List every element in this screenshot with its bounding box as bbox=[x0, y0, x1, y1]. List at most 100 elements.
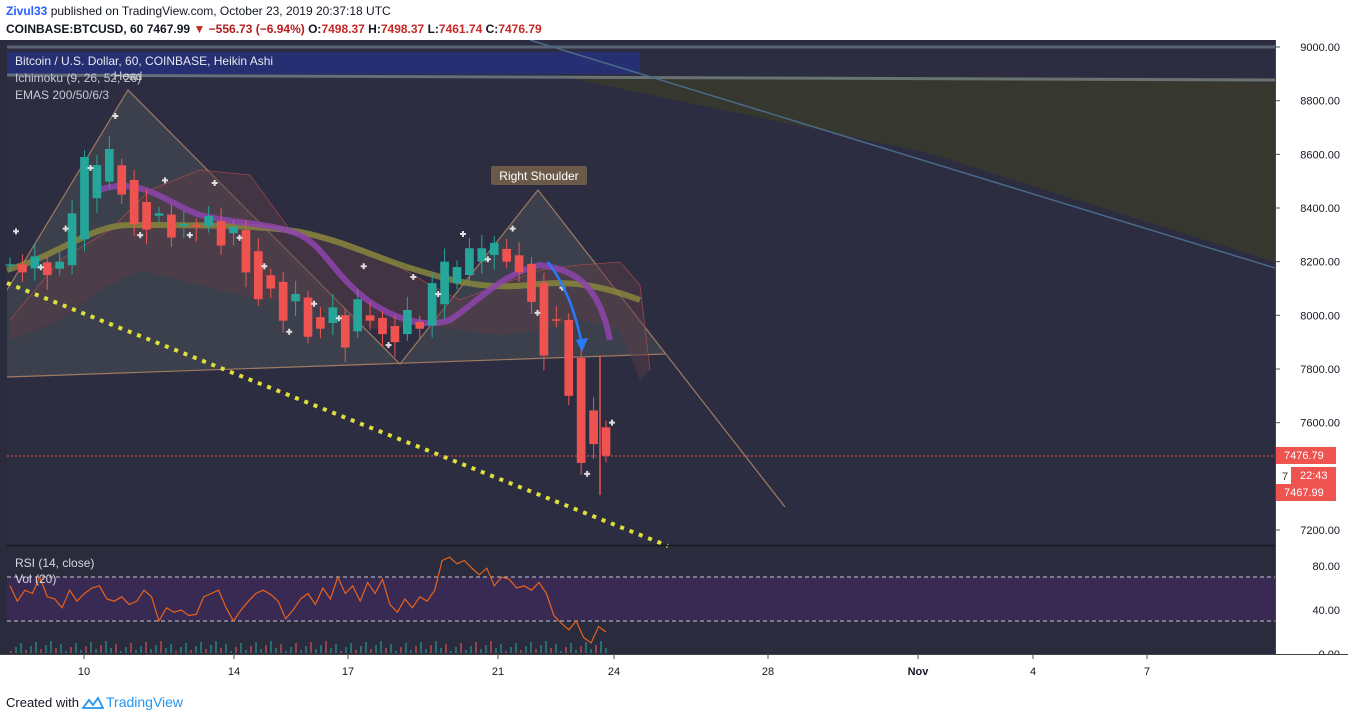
volume-bar bbox=[330, 648, 332, 653]
volume-bar bbox=[525, 646, 527, 653]
last-price: 7467.99 bbox=[146, 22, 191, 36]
neckline[interactable] bbox=[6, 353, 666, 378]
candle-body bbox=[104, 148, 114, 182]
volume-bar bbox=[200, 642, 202, 653]
date-tick-label: 21 bbox=[492, 666, 504, 678]
volume-bar bbox=[385, 648, 387, 653]
trend-line-blue[interactable] bbox=[529, 39, 1276, 269]
candle-body bbox=[589, 410, 598, 445]
volume-bar bbox=[540, 645, 542, 653]
volume-bar bbox=[465, 650, 467, 653]
volume-bar bbox=[60, 644, 62, 653]
cross-marker bbox=[162, 177, 168, 184]
volume-bar bbox=[260, 649, 262, 653]
cross-marker bbox=[286, 328, 293, 335]
cross-marker bbox=[360, 263, 367, 270]
volume-bar bbox=[420, 642, 422, 653]
cross-marker bbox=[87, 165, 94, 172]
volume-bar bbox=[475, 642, 477, 653]
price-tick-label: 7200.00 bbox=[1300, 525, 1340, 537]
open-value: 7498.37 bbox=[321, 22, 365, 36]
candle-body bbox=[452, 267, 462, 283]
cross-marker bbox=[261, 263, 268, 270]
volume-bar bbox=[350, 643, 352, 653]
partial-price-text: 7 bbox=[1282, 471, 1288, 483]
candle-body bbox=[316, 317, 325, 329]
cross-marker bbox=[609, 419, 615, 426]
last-price-tag bbox=[1276, 484, 1336, 501]
candle-body bbox=[5, 264, 15, 266]
volume-bar bbox=[195, 646, 197, 653]
volume-bar bbox=[580, 646, 582, 653]
cross-markers bbox=[13, 112, 615, 477]
chart-svg[interactable]: Right Shoulder Head 9000.00 8800.00 8600.0… bbox=[0, 39, 1348, 685]
volume-bar bbox=[180, 647, 182, 653]
volume-bar bbox=[280, 644, 282, 653]
date-tick-label: 17 bbox=[342, 666, 354, 678]
volume-bar bbox=[320, 645, 322, 653]
date-ticks: 10 14 17 21 24 28 Nov 4 7 bbox=[78, 654, 1150, 678]
candle-body bbox=[340, 315, 350, 348]
date-tick-label: 10 bbox=[78, 666, 90, 678]
tradingview-brand[interactable]: TradingView bbox=[106, 694, 184, 710]
volume-bar bbox=[440, 648, 442, 653]
volume-bar bbox=[70, 647, 72, 653]
volume-bar bbox=[430, 645, 432, 653]
volume-bar bbox=[345, 647, 347, 653]
volume-bar bbox=[220, 648, 222, 653]
rsi-tick-label: 80.00 bbox=[1312, 561, 1340, 573]
candle-body bbox=[167, 214, 176, 238]
tradingview-logo-icon[interactable] bbox=[82, 696, 104, 710]
dotted-trend-line[interactable] bbox=[6, 281, 669, 548]
candle-body bbox=[92, 165, 102, 199]
footer: Created with TradingView bbox=[0, 686, 1348, 720]
cross-marker bbox=[584, 470, 591, 477]
candle-body bbox=[266, 275, 276, 289]
legend-vol: Vol (20) bbox=[15, 572, 56, 586]
time-axis[interactable] bbox=[0, 654, 1348, 685]
volume-bar bbox=[300, 650, 302, 653]
candle-body bbox=[576, 357, 586, 463]
volume-bar bbox=[375, 645, 377, 653]
chart-area[interactable]: Right Shoulder Head 9000.00 8800.00 8600.0… bbox=[0, 39, 1348, 685]
cross-marker bbox=[13, 228, 19, 235]
down-arrow-annotation[interactable] bbox=[546, 261, 584, 346]
candle-body bbox=[489, 242, 499, 255]
open-label: O: bbox=[308, 22, 322, 36]
volume-bar bbox=[10, 651, 12, 653]
volume-bar bbox=[50, 641, 52, 653]
cross-marker bbox=[484, 256, 491, 263]
rsi-line bbox=[9, 556, 607, 644]
price-ticks: 9000.00 8800.00 8600.00 8400.00 8200.00 8000.… bbox=[1275, 42, 1340, 537]
rsi-tick-label: 40.00 bbox=[1312, 605, 1340, 617]
symbol-line: COINBASE:BTCUSD, 60 7467.99 ▼ −556.73 (−… bbox=[6, 22, 542, 36]
volume-bar bbox=[255, 642, 257, 653]
candle-body bbox=[241, 230, 251, 273]
volume-bar bbox=[395, 651, 397, 653]
close-price-tag bbox=[1276, 447, 1336, 464]
olive-channel bbox=[560, 76, 1275, 262]
volume-bar bbox=[15, 647, 17, 653]
publish-line: Zivul33 published on TradingView.com, Oc… bbox=[6, 4, 391, 18]
volume-bar bbox=[165, 648, 167, 653]
cross-marker bbox=[435, 291, 442, 298]
created-with-text: Created with bbox=[6, 695, 79, 710]
date-tick-label: 4 bbox=[1030, 666, 1036, 678]
author-link[interactable]: Zivul33 bbox=[6, 4, 48, 18]
volume-bar bbox=[125, 647, 127, 653]
candles[interactable] bbox=[5, 135, 611, 496]
close-price-tag-text: 7476.79 bbox=[1284, 450, 1324, 462]
volume-bar bbox=[225, 644, 227, 653]
volume-bar bbox=[120, 651, 122, 653]
price-tick-label: 8800.00 bbox=[1300, 96, 1340, 108]
timer-tag bbox=[1291, 467, 1336, 484]
candle-body bbox=[328, 307, 338, 323]
volume-bar bbox=[490, 641, 492, 653]
volume-bar bbox=[145, 642, 147, 653]
volume-bar bbox=[65, 651, 67, 653]
volume-bar bbox=[45, 645, 47, 653]
volume-bar bbox=[555, 644, 557, 653]
candle-body bbox=[229, 226, 238, 234]
price-axis[interactable] bbox=[1275, 40, 1348, 654]
volume-bar bbox=[310, 642, 312, 653]
